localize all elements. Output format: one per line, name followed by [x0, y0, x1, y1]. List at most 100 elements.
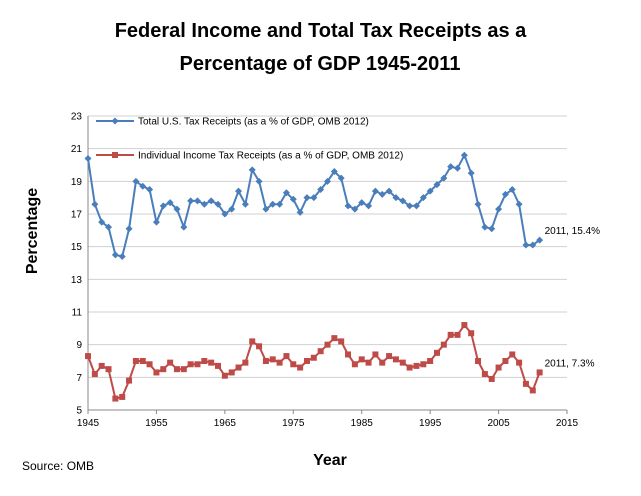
chart-title-line-1: Federal Income and Total Tax Receipts as… [114, 20, 527, 42]
data-point [248, 166, 256, 174]
data-point [215, 362, 222, 369]
data-point [207, 197, 215, 205]
data-point [337, 174, 345, 182]
data-point [426, 187, 434, 195]
data-point [159, 202, 167, 210]
data-point [365, 202, 373, 210]
data-point [152, 218, 160, 226]
data-point [379, 359, 386, 366]
data-point [241, 200, 249, 208]
y-tick-label: 11 [72, 308, 83, 319]
data-point [297, 364, 304, 371]
data-point [228, 205, 236, 213]
data-point [221, 372, 228, 379]
series-1 [84, 151, 544, 260]
data-point [221, 210, 229, 218]
data-point [399, 197, 407, 205]
data-point [454, 164, 462, 172]
data-point [173, 366, 180, 373]
data-point [132, 358, 139, 364]
data-point [344, 202, 352, 210]
data-point [126, 377, 133, 384]
data-point [187, 197, 195, 205]
data-point [386, 353, 393, 360]
legend-label: Individual Income Tax Receipts (as a % o… [138, 151, 403, 162]
data-point [516, 359, 523, 366]
data-point [324, 341, 331, 348]
data-point [474, 200, 482, 208]
data-point [529, 241, 537, 249]
data-point [502, 358, 509, 364]
x-tick-label: 2015 [556, 418, 579, 429]
x-tick-label: 2005 [487, 418, 510, 429]
data-point [481, 371, 488, 378]
data-point [180, 223, 188, 231]
data-point [468, 330, 475, 337]
data-point [105, 223, 113, 231]
data-point [269, 356, 276, 363]
data-point [249, 338, 256, 345]
data-point [180, 366, 187, 373]
data-point [296, 208, 304, 216]
data-point [119, 393, 126, 400]
data-point [495, 205, 503, 213]
data-point [112, 395, 119, 402]
data-point [167, 359, 174, 366]
data-point [310, 354, 317, 361]
data-point [200, 200, 208, 208]
y-axis-label: Percentage [24, 187, 41, 275]
data-point [289, 195, 297, 203]
data-point [303, 194, 311, 202]
data-label: 2011, 7.3% [545, 358, 595, 369]
legend-item-1: Total U.S. Tax Receipts (as a % of GDP, … [96, 117, 369, 128]
data-point [228, 369, 235, 376]
y-tick-label: 5 [76, 406, 82, 417]
data-point [488, 225, 496, 233]
data-point [187, 361, 194, 368]
data-point [166, 199, 174, 207]
data-label: 2011, 15.4% [545, 226, 601, 237]
data-point [139, 182, 147, 190]
data-point [276, 200, 284, 208]
data-point [412, 202, 420, 210]
data-point [413, 362, 420, 369]
data-point [91, 371, 98, 378]
y-tick-label: 19 [71, 177, 83, 188]
data-point [475, 358, 482, 364]
data-point [501, 190, 509, 198]
data-point [84, 154, 92, 162]
data-point [331, 335, 338, 342]
x-tick-label: 1965 [214, 418, 237, 429]
data-point [303, 358, 310, 364]
data-point [371, 187, 379, 195]
data-point [508, 186, 516, 193]
data-point [406, 202, 414, 210]
data-point [378, 190, 386, 198]
data-point [125, 225, 133, 233]
data-point [365, 359, 372, 366]
data-point [282, 189, 290, 197]
y-tick-label: 17 [71, 210, 83, 221]
data-point [447, 331, 454, 338]
data-point [372, 351, 379, 358]
data-point [91, 200, 99, 208]
data-point [317, 348, 324, 355]
data-point [467, 169, 475, 177]
data-point [399, 359, 406, 366]
x-tick-label: 1975 [282, 418, 305, 429]
x-tick-label: 1945 [77, 418, 100, 429]
data-point [440, 341, 447, 348]
data-point [351, 205, 359, 213]
data-point [269, 200, 277, 208]
legend-label: Total U.S. Tax Receipts (as a % of GDP, … [138, 117, 369, 128]
data-point [255, 177, 263, 185]
data-point [85, 353, 91, 360]
data-point [427, 358, 434, 364]
data-point [509, 351, 516, 358]
data-point [160, 366, 167, 373]
data-point [419, 194, 427, 202]
y-tick-label: 21 [71, 144, 83, 155]
data-point [447, 163, 455, 171]
y-tick-label: 23 [71, 112, 83, 123]
